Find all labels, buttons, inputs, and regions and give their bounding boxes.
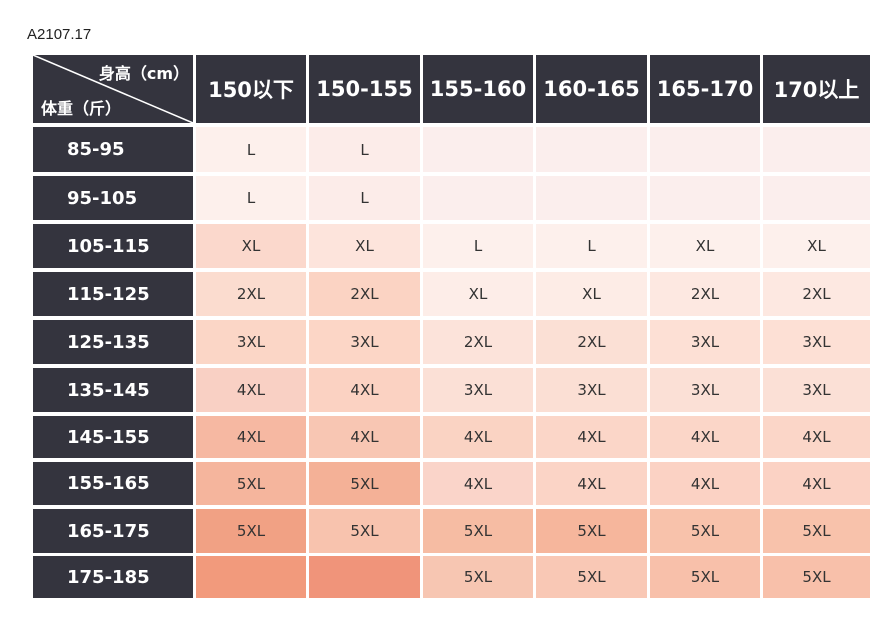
size-cell: 4XL bbox=[650, 462, 760, 505]
size-cell: 3XL bbox=[650, 368, 760, 412]
corner-diagonal bbox=[33, 55, 193, 123]
size-cell: L bbox=[196, 127, 306, 172]
size-cell bbox=[536, 127, 647, 172]
size-cell: 4XL bbox=[763, 462, 870, 505]
row-label: 165-175 bbox=[33, 509, 193, 553]
column-header: 150-155 bbox=[309, 55, 420, 123]
row-label: 125-135 bbox=[33, 320, 193, 364]
size-cell: L bbox=[196, 176, 306, 220]
size-cell: XL bbox=[423, 272, 533, 316]
size-cell: 5XL bbox=[423, 556, 533, 598]
size-cell: 4XL bbox=[196, 416, 306, 458]
row-label: 105-115 bbox=[33, 224, 193, 268]
size-cell bbox=[423, 127, 533, 172]
size-cell: 3XL bbox=[763, 320, 870, 364]
row-label: 145-155 bbox=[33, 416, 193, 458]
size-cell: XL bbox=[309, 224, 420, 268]
size-cell bbox=[763, 176, 870, 220]
size-cell bbox=[196, 556, 306, 598]
size-cell: 4XL bbox=[536, 416, 647, 458]
size-cell: 2XL bbox=[536, 320, 647, 364]
size-cell: XL bbox=[650, 224, 760, 268]
column-header: 160-165 bbox=[536, 55, 647, 123]
size-cell: L bbox=[423, 224, 533, 268]
size-cell: XL bbox=[196, 224, 306, 268]
row-label: 135-145 bbox=[33, 368, 193, 412]
row-label: 175-185 bbox=[33, 556, 193, 598]
size-cell: XL bbox=[763, 224, 870, 268]
size-cell: 2XL bbox=[423, 320, 533, 364]
size-cell: 4XL bbox=[309, 416, 420, 458]
size-cell: 5XL bbox=[196, 509, 306, 553]
size-cell: 4XL bbox=[763, 416, 870, 458]
size-cell: 4XL bbox=[196, 368, 306, 412]
size-cell: 5XL bbox=[423, 509, 533, 553]
size-cell: 3XL bbox=[536, 368, 647, 412]
row-label: 95-105 bbox=[33, 176, 193, 220]
corner-cell bbox=[33, 55, 193, 123]
size-cell: 3XL bbox=[309, 320, 420, 364]
size-cell: XL bbox=[536, 272, 647, 316]
size-cell: 3XL bbox=[763, 368, 870, 412]
size-cell: 3XL bbox=[196, 320, 306, 364]
size-cell: 2XL bbox=[196, 272, 306, 316]
corner-weight-label: 体重（斤） bbox=[40, 99, 121, 118]
size-cell: L bbox=[536, 224, 647, 268]
size-cell: 5XL bbox=[309, 509, 420, 553]
row-label: 115-125 bbox=[33, 272, 193, 316]
size-cell: 5XL bbox=[309, 462, 420, 505]
size-cell: 4XL bbox=[536, 462, 647, 505]
product-code: A2107.17 bbox=[27, 26, 92, 43]
size-cell: 2XL bbox=[309, 272, 420, 316]
size-cell: 4XL bbox=[423, 462, 533, 505]
row-label: 155-165 bbox=[33, 462, 193, 505]
size-cell bbox=[536, 176, 647, 220]
size-cell bbox=[309, 556, 420, 598]
size-cell: 4XL bbox=[650, 416, 760, 458]
size-cell: 2XL bbox=[650, 272, 760, 316]
size-cell: 5XL bbox=[650, 509, 760, 553]
column-header: 150以下 bbox=[196, 55, 306, 123]
size-cell bbox=[650, 176, 760, 220]
size-cell: 3XL bbox=[650, 320, 760, 364]
column-header: 170以上 bbox=[763, 55, 870, 123]
column-header: 155-160 bbox=[423, 55, 533, 123]
size-cell: 5XL bbox=[763, 509, 870, 553]
size-cell: 5XL bbox=[536, 556, 647, 598]
size-cell bbox=[423, 176, 533, 220]
size-cell: 2XL bbox=[763, 272, 870, 316]
corner-height-label: 身高（cm） bbox=[98, 64, 190, 83]
size-cell: 3XL bbox=[423, 368, 533, 412]
size-cell: 5XL bbox=[650, 556, 760, 598]
size-cell: 5XL bbox=[763, 556, 870, 598]
size-cell: L bbox=[309, 176, 420, 220]
size-cell: 4XL bbox=[423, 416, 533, 458]
size-cell: 5XL bbox=[196, 462, 306, 505]
size-cell: 4XL bbox=[309, 368, 420, 412]
size-cell bbox=[763, 127, 870, 172]
row-label: 85-95 bbox=[33, 127, 193, 172]
size-cell: L bbox=[309, 127, 420, 172]
size-cell: 5XL bbox=[536, 509, 647, 553]
column-header: 165-170 bbox=[650, 55, 760, 123]
size-cell bbox=[650, 127, 760, 172]
